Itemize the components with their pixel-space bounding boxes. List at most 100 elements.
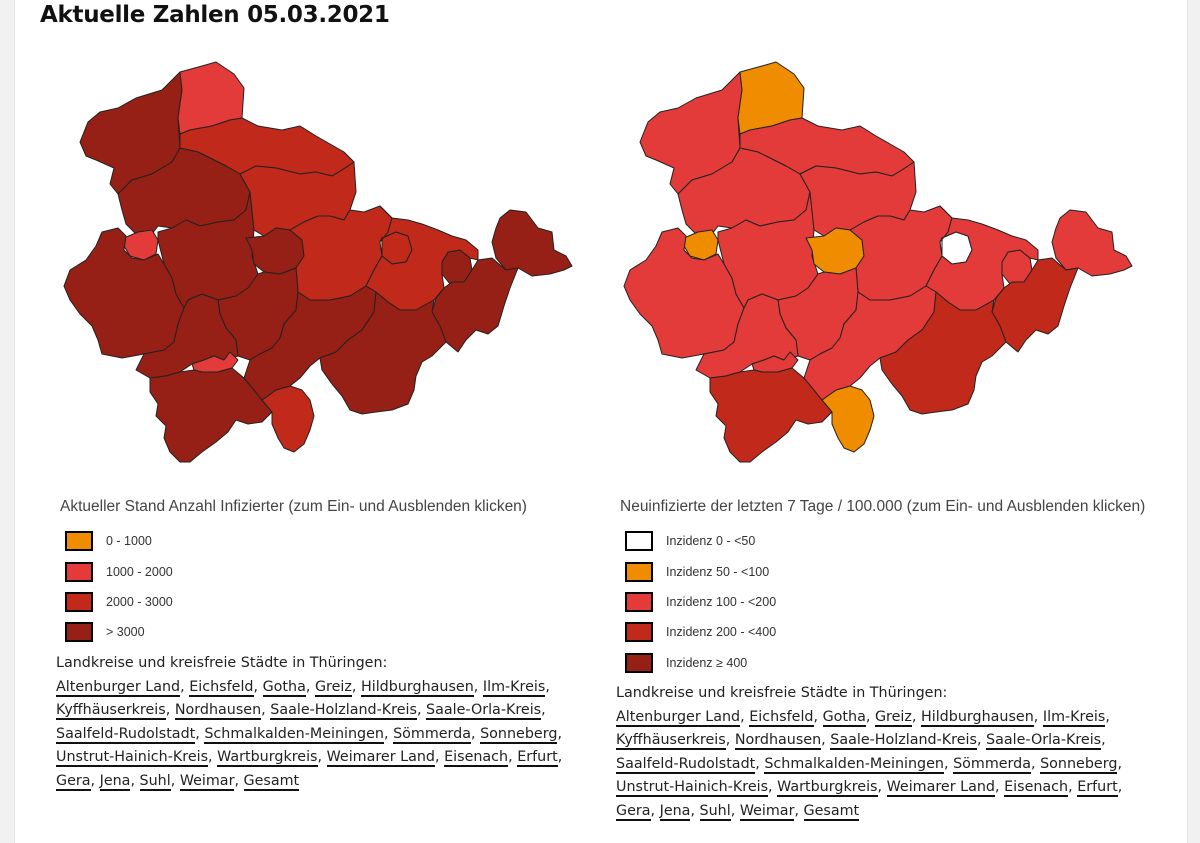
district-link[interactable]: Kyffhäuserkreis: [616, 732, 726, 751]
legend-item[interactable]: Inzidenz ≥ 400: [625, 648, 776, 678]
district-hildburghausen[interactable]: [149, 367, 273, 463]
district-link-list: Altenburger Land, Eichsfeld, Gotha, Grei…: [56, 678, 563, 791]
legend-item[interactable]: 2000 - 3000: [65, 587, 173, 617]
district-link[interactable]: Greiz: [874, 708, 912, 727]
district-link[interactable]: Ilm-Kreis: [482, 678, 546, 697]
district-link[interactable]: Erfurt: [1077, 779, 1118, 798]
district-link[interactable]: Weimar: [179, 772, 235, 791]
legend-label: Inzidenz 200 - <400: [666, 625, 777, 640]
legend-swatch: [625, 531, 653, 552]
district-link[interactable]: Greiz: [314, 678, 352, 697]
district-saale-orla-kreis[interactable]: [319, 291, 447, 415]
legend-title: Neuinfizierte der letzten 7 Tage / 100.0…: [620, 498, 1146, 515]
district-link[interactable]: Nordhausen: [734, 732, 822, 751]
district-sonneberg[interactable]: [261, 385, 315, 453]
legend-swatch: [625, 561, 653, 582]
district-link[interactable]: Jena: [659, 802, 691, 821]
legend-swatch: [625, 622, 653, 643]
thuringia-map-total: [63, 61, 573, 463]
district-link[interactable]: Gotha: [262, 678, 306, 697]
district-link[interactable]: Wartburgkreis: [777, 779, 878, 798]
legend-item[interactable]: Inzidenz 50 - <100: [625, 556, 776, 586]
legend-label: Inzidenz 0 - <50: [666, 534, 756, 549]
district-eisenach[interactable]: [683, 229, 719, 261]
legend-label: 1000 - 2000: [106, 564, 173, 579]
legend-item[interactable]: 0 - 1000: [65, 526, 173, 556]
legend-item[interactable]: Inzidenz 200 - <400: [625, 617, 776, 647]
district-link[interactable]: Jena: [99, 772, 131, 791]
district-link[interactable]: Saale-Holzland-Kreis: [270, 702, 417, 721]
district-link[interactable]: Sonneberg: [480, 725, 558, 744]
district-link[interactable]: Weimarer Land: [326, 749, 436, 768]
legend-title: Aktueller Stand Anzahl Infizierter (zum …: [60, 498, 527, 515]
legend-item[interactable]: Inzidenz 100 - <200: [625, 587, 776, 617]
district-link[interactable]: Sömmerda: [393, 725, 472, 744]
district-sonneberg[interactable]: [821, 385, 875, 453]
district-altenburger-land[interactable]: [1051, 209, 1133, 277]
district-link[interactable]: Weimarer Land: [886, 779, 996, 798]
page-gutter-right: [1186, 0, 1200, 843]
district-link[interactable]: Unstrut-Hainich-Kreis: [616, 779, 769, 798]
legend-label: 0 - 1000: [106, 534, 152, 549]
district-links: Landkreise und kreisfreie Städte in Thür…: [616, 682, 1156, 824]
district-link[interactable]: Ilm-Kreis: [1042, 708, 1106, 727]
district-link[interactable]: Saalfeld-Rudolstadt: [56, 725, 196, 744]
district-link[interactable]: Wartburgkreis: [217, 749, 318, 768]
district-link[interactable]: Nordhausen: [174, 702, 262, 721]
district-link[interactable]: Unstrut-Hainich-Kreis: [56, 749, 209, 768]
district-link[interactable]: Suhl: [139, 772, 171, 791]
district-link[interactable]: Weimar: [739, 802, 795, 821]
district-link[interactable]: Eichsfeld: [749, 708, 814, 727]
district-link[interactable]: Saale-Holzland-Kreis: [830, 732, 977, 751]
district-link[interactable]: Gera: [56, 772, 91, 791]
district-link[interactable]: Saale-Orla-Kreis: [986, 732, 1102, 751]
district-links: Landkreise und kreisfreie Städte in Thür…: [56, 652, 596, 794]
district-link[interactable]: Gesamt: [243, 772, 300, 791]
district-hildburghausen[interactable]: [709, 367, 833, 463]
legend-label: Inzidenz 100 - <200: [666, 594, 777, 609]
district-link-list: Altenburger Land, Eichsfeld, Gotha, Grei…: [616, 708, 1123, 821]
legend-swatch: [65, 561, 93, 582]
legend-swatch: [625, 652, 653, 673]
legend-item[interactable]: > 3000: [65, 617, 173, 647]
district-saale-orla-kreis[interactable]: [879, 291, 1007, 415]
district-link[interactable]: Gotha: [822, 708, 866, 727]
district-eisenach[interactable]: [123, 229, 159, 261]
legend-label: 2000 - 3000: [106, 594, 173, 609]
legend: Inzidenz 0 - <50 Inzidenz 50 - <100 Inzide…: [625, 526, 776, 678]
district-links-heading: Landkreise und kreisfreie Städte in Thür…: [56, 655, 388, 671]
page-gutter-left: [0, 0, 14, 843]
district-link[interactable]: Hildburghausen: [360, 678, 474, 697]
district-link[interactable]: Eichsfeld: [189, 678, 254, 697]
district-link[interactable]: Suhl: [699, 802, 731, 821]
district-link[interactable]: Gesamt: [803, 802, 860, 821]
district-altenburger-land[interactable]: [491, 209, 573, 277]
district-link[interactable]: Sonneberg: [1040, 755, 1118, 774]
legend-label: Inzidenz ≥ 400: [666, 655, 748, 670]
legend-swatch: [65, 591, 93, 612]
district-link[interactable]: Altenburger Land: [616, 708, 741, 727]
district-link[interactable]: Kyffhäuserkreis: [56, 702, 166, 721]
district-link[interactable]: Altenburger Land: [56, 678, 181, 697]
legend-swatch: [65, 622, 93, 643]
legend-swatch: [65, 531, 93, 552]
thuringia-map-incidence: [623, 61, 1133, 463]
district-link[interactable]: Erfurt: [517, 749, 558, 768]
legend-label: > 3000: [106, 625, 145, 640]
page-title: Aktuelle Zahlen 05.03.2021: [40, 2, 390, 28]
district-link[interactable]: Saalfeld-Rudolstadt: [616, 755, 756, 774]
district-link[interactable]: Gera: [616, 802, 651, 821]
district-link[interactable]: Eisenach: [444, 749, 509, 768]
legend-item[interactable]: 1000 - 2000: [65, 556, 173, 586]
district-link[interactable]: Eisenach: [1004, 779, 1069, 798]
district-link[interactable]: Hildburghausen: [920, 708, 1034, 727]
legend-swatch: [625, 591, 653, 612]
district-link[interactable]: Schmalkalden-Meiningen: [204, 725, 384, 744]
legend: 0 - 1000 1000 - 2000 2000 - 3000 > 3000: [65, 526, 173, 648]
legend-item[interactable]: Inzidenz 0 - <50: [625, 526, 776, 556]
district-link[interactable]: Saale-Orla-Kreis: [426, 702, 542, 721]
district-links-heading: Landkreise und kreisfreie Städte in Thür…: [616, 685, 948, 701]
district-link[interactable]: Schmalkalden-Meiningen: [764, 755, 944, 774]
district-link[interactable]: Sömmerda: [953, 755, 1032, 774]
legend-label: Inzidenz 50 - <100: [666, 564, 770, 579]
